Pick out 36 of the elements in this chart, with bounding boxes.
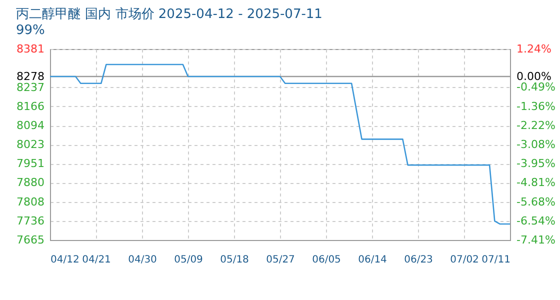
x-tick-label: 07/02 <box>450 254 479 266</box>
y-tick-label: 8278 <box>16 70 44 83</box>
y-tick-label: 8381 <box>16 42 44 56</box>
y2-tick-label: -0.49% <box>516 80 556 94</box>
y-tick-label: 8023 <box>16 138 44 151</box>
x-tick-label: 06/14 <box>358 254 387 266</box>
y-tick-label: 8166 <box>16 100 44 113</box>
y-tick-label: 7665 <box>16 234 44 246</box>
y-tick-label: 7880 <box>16 176 44 190</box>
y2-tick-label: -5.68% <box>516 195 556 208</box>
x-tick-label: 05/18 <box>220 254 249 266</box>
chart-title: 丙二醇甲醚 国内 市场价 2025-04-12 - 2025-07-11 <box>16 7 322 22</box>
chart-subtitle: 99% <box>16 23 45 38</box>
y2-tick-label: -4.81% <box>516 176 556 190</box>
y2-tick-label: -3.95% <box>516 157 556 170</box>
y-tick-label: 8094 <box>16 119 44 132</box>
x-tick-label: 04/12 <box>50 254 80 266</box>
x-tick-label: 06/23 <box>404 254 433 266</box>
x-tick-label: 07/11 <box>482 254 510 266</box>
y2-tick-label: 1.24% <box>516 42 552 56</box>
line-series <box>49 64 511 225</box>
y2-tick-label: -1.36% <box>516 100 556 113</box>
y2-tick-label: -7.41% <box>516 234 556 246</box>
x-tick-label: 05/27 <box>266 254 295 266</box>
y2-tick-label: -3.08% <box>516 138 556 151</box>
x-tick-label: 04/21 <box>82 254 111 266</box>
y-tick-label: 7736 <box>16 214 44 228</box>
x-tick-label: 04/30 <box>128 254 157 266</box>
y-tick-label: 7808 <box>16 195 44 208</box>
y2-tick-label: 0.00% <box>516 70 552 83</box>
y-tick-label: 7951 <box>16 157 44 170</box>
x-tick-label: 06/05 <box>312 254 341 266</box>
x-tick-label: 05/09 <box>174 254 203 266</box>
y2-tick-label: -6.54% <box>516 214 556 228</box>
y-tick-label: 8237 <box>16 80 44 94</box>
y2-tick-label: -2.22% <box>516 118 556 132</box>
